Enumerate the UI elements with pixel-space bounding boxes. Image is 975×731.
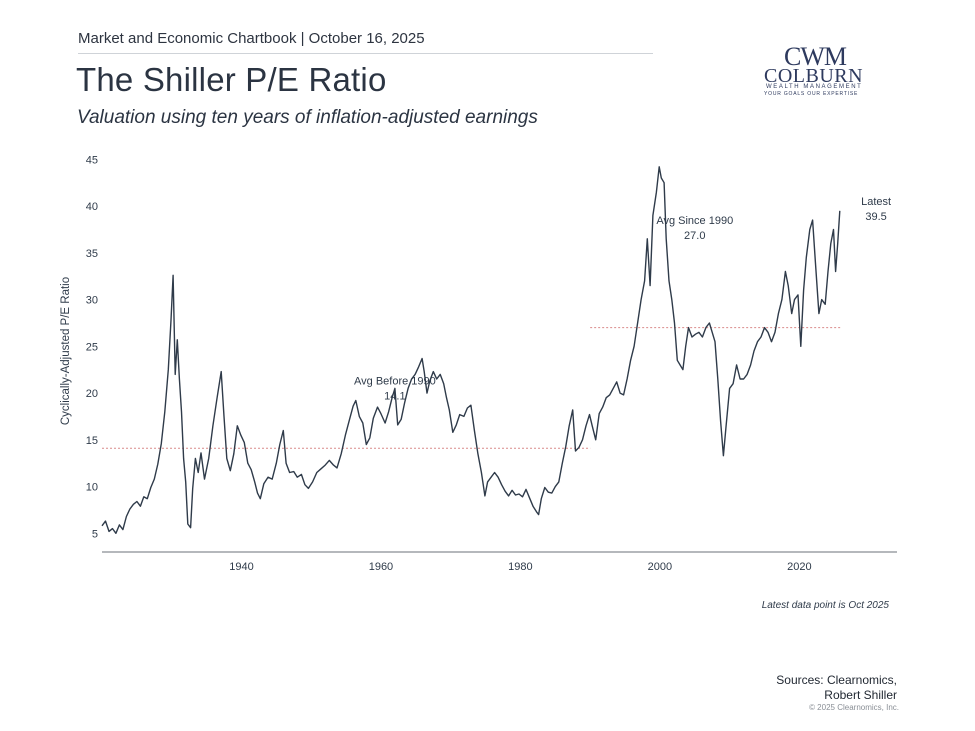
y-tick-label: 30 [86, 295, 98, 307]
sources-line-1: Sources: Clearnomics, [776, 673, 897, 687]
cape-series-line [101, 166, 841, 534]
y-tick-label: 20 [86, 388, 98, 400]
y-axis-label: Cyclically-Adjusted P/E Ratio [60, 277, 72, 425]
annotation-label: Avg Before 1990 [354, 376, 436, 388]
page-subtitle: Valuation using ten years of inflation-a… [77, 107, 538, 128]
y-tick-label: 45 [86, 154, 98, 166]
copyright-text: © 2025 Clearnomics, Inc. [809, 703, 899, 712]
header-divider [78, 53, 653, 54]
y-tick-label: 35 [86, 248, 98, 260]
x-tick-label: 1980 [508, 561, 532, 573]
annotation-label: Latest [861, 196, 891, 208]
latest-data-footnote: Latest data point is Oct 2025 [761, 600, 889, 611]
annotation-value: 14.1 [384, 391, 405, 403]
logo-name: COLBURN [764, 65, 864, 87]
x-tick-label: 1940 [229, 561, 253, 573]
x-tick-label: 2000 [648, 561, 672, 573]
annotation-label: Avg Since 1990 [656, 215, 733, 227]
colburn-logo: CWM COLBURN WEALTH MANAGEMENT YOUR GOALS… [762, 42, 868, 98]
x-tick-label: 1960 [369, 561, 393, 573]
sources-line-2: Robert Shiller [824, 688, 897, 702]
y-tick-label: 5 [92, 528, 98, 540]
annotation-value: 39.5 [865, 211, 886, 223]
page-title: The Shiller P/E Ratio [76, 61, 387, 98]
x-tick-label: 2020 [787, 561, 811, 573]
logo-tagline-2: YOUR GOALS OUR EXPERTISE [764, 91, 859, 97]
logo-tagline-1: WEALTH MANAGEMENT [766, 84, 863, 90]
y-tick-label: 25 [86, 341, 98, 353]
annotation-value: 27.0 [684, 230, 705, 242]
y-tick-label: 10 [86, 482, 98, 494]
chartbook-header: Market and Economic Chartbook | October … [78, 30, 425, 47]
logo-mark: CWM [784, 42, 847, 71]
y-tick-label: 15 [86, 435, 98, 447]
sources-text: Sources: Clearnomics, Robert Shiller [776, 673, 897, 703]
y-tick-label: 40 [86, 201, 98, 213]
